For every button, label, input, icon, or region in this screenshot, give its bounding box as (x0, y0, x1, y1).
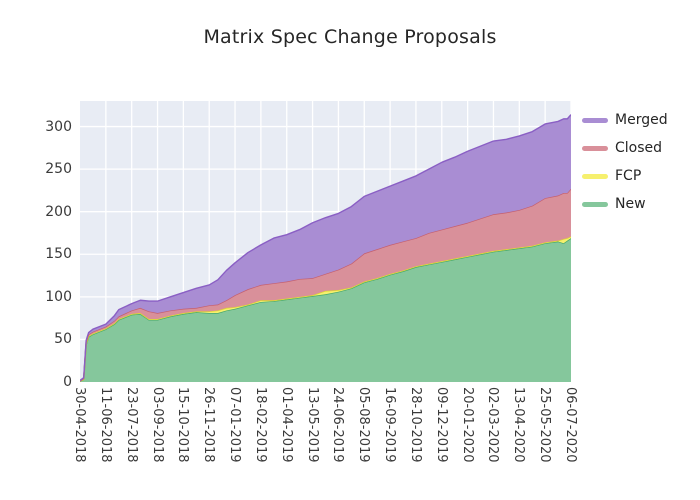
x-tick-label: 28-10-2019 (407, 387, 423, 463)
x-tick-label: 25-05-2020 (537, 387, 553, 463)
stacked-area-plot (80, 101, 571, 382)
chart-title: Matrix Spec Change Proposals (203, 26, 497, 48)
y-tick-label: 150 (45, 246, 72, 263)
x-tick-label: 20-01-2020 (459, 387, 475, 463)
legend-label-fcp: FCP (615, 168, 642, 184)
new-swatch-icon (582, 201, 608, 207)
x-tick-label: 13-04-2020 (511, 387, 527, 463)
legend-item-closed: Closed (582, 134, 668, 162)
legend-label-merged: Merged (615, 112, 668, 128)
y-tick-label: 250 (45, 161, 72, 178)
x-tick-label: 09-12-2019 (433, 387, 449, 463)
x-tick-label: 18-02-2019 (252, 387, 268, 463)
x-tick-label: 23-07-2018 (123, 387, 139, 463)
fcp-swatch-icon (582, 173, 608, 179)
x-tick-label: 13-05-2019 (304, 387, 320, 463)
y-tick-label: 100 (45, 288, 72, 305)
y-tick-label: 200 (45, 203, 72, 220)
x-tick-label: 02-03-2020 (485, 387, 501, 463)
x-tick-label: 24-06-2019 (330, 387, 346, 463)
legend: Merged Closed FCP New (582, 106, 668, 218)
x-tick-label: 15-10-2018 (175, 387, 191, 463)
legend-label-closed: Closed (615, 140, 663, 156)
closed-swatch-icon (582, 145, 608, 151)
x-tick-label: 05-08-2019 (356, 387, 372, 463)
y-tick-label: 50 (54, 331, 72, 348)
x-tick-label: 16-09-2019 (382, 387, 398, 463)
y-tick-label: 300 (45, 118, 72, 135)
merged-swatch-icon (582, 117, 608, 123)
x-tick-label: 11-06-2018 (97, 387, 113, 463)
legend-item-merged: Merged (582, 106, 668, 134)
x-tick-label: 01-04-2019 (278, 387, 294, 463)
x-tick-label: 07-01-2019 (227, 387, 243, 463)
legend-item-fcp: FCP (582, 162, 668, 190)
x-tick-label: 03-09-2018 (149, 387, 165, 463)
x-tick-label: 30-04-2018 (72, 387, 87, 463)
y-tick-label: 0 (63, 374, 72, 390)
legend-label-new: New (615, 196, 646, 212)
x-tick-label: 06-07-2020 (563, 387, 578, 463)
x-tick-label: 26-11-2018 (201, 387, 217, 463)
legend-item-new: New (582, 190, 668, 218)
